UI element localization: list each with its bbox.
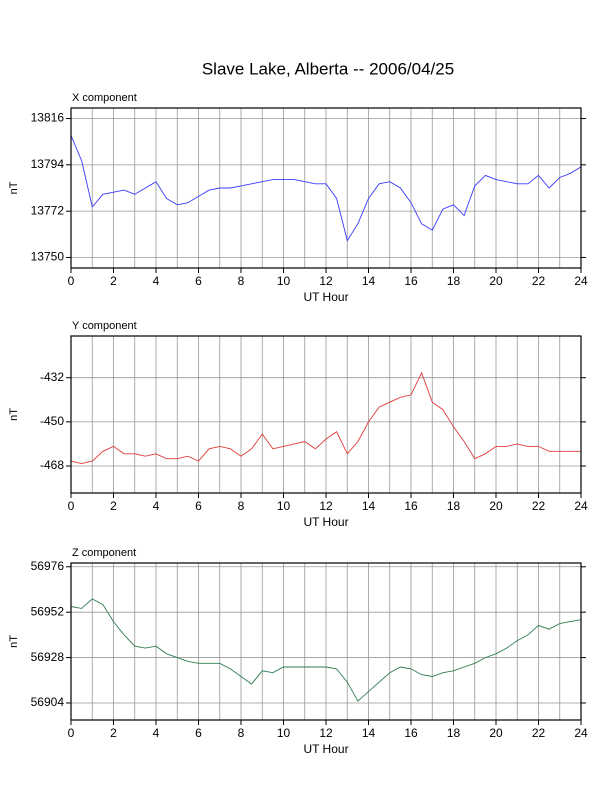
plot-frame [70,335,582,494]
x-tick-label: 2 [110,499,117,513]
y-tick-label: 56928 [31,650,65,664]
x-axis-label: UT Hour [303,515,348,529]
x-tick-label: 0 [68,274,75,288]
x-tick-label: 8 [238,726,245,740]
plot-frame [70,562,582,721]
y-axis-label: nT [8,181,20,194]
y-axis-label: nT [8,408,20,421]
x-axis-label: UT Hour [303,290,348,304]
x-tick-label: 14 [362,499,376,513]
y-tick-label: -450 [40,414,64,428]
x-tick-label: 10 [277,499,291,513]
y-tick-label: -468 [40,458,64,472]
x-tick-label: 16 [404,726,418,740]
x-tick-label: 14 [362,726,376,740]
x-tick-label: 24 [574,726,588,740]
y-axis-label: nT [8,635,20,648]
x-tick-label: 24 [574,274,588,288]
x-tick-label: 22 [532,274,546,288]
x-tick-label: 14 [362,274,376,288]
x-tick-label: 2 [110,726,117,740]
y-tick-label: 13750 [31,250,65,264]
x-tick-label: 16 [404,274,418,288]
panel-title: Z component [72,547,136,559]
x-tick-label: 16 [404,499,418,513]
x-tick-label: 22 [532,726,546,740]
x-tick-label: 24 [574,499,588,513]
x-tick-label: 20 [489,499,503,513]
panel-title: X component [72,92,137,104]
x-tick-label: 6 [195,726,202,740]
x-tick-label: 22 [532,499,546,513]
x-tick-label: 18 [447,499,461,513]
x-tick-label: 4 [153,274,160,288]
y-tick-label: 56976 [31,559,65,573]
panel-title: Y component [72,320,137,332]
x-tick-label: 8 [238,274,245,288]
y-tick-label: 56904 [31,695,65,709]
y-tick-label: -432 [40,370,64,384]
x-tick-label: 6 [195,499,202,513]
x-tick-label: 4 [153,726,160,740]
y-tick-label: 13794 [31,157,65,171]
x-tick-label: 8 [238,499,245,513]
x-tick-label: 0 [68,499,75,513]
data-line [70,371,581,465]
y-tick-label: 56952 [31,604,65,618]
x-tick-label: 20 [489,274,503,288]
x-tick-label: 4 [153,499,160,513]
x-tick-label: 18 [447,726,461,740]
data-line [70,135,582,242]
page-title: Slave Lake, Alberta -- 2006/04/25 [202,59,454,78]
x-tick-label: 18 [447,274,461,288]
x-tick-label: 12 [319,274,333,288]
x-axis-label: UT Hour [303,742,348,756]
x-tick-label: 10 [277,726,291,740]
x-tick-label: 6 [195,274,202,288]
x-tick-label: 12 [319,499,333,513]
x-tick-label: 12 [319,726,333,740]
x-tick-label: 2 [110,274,117,288]
x-tick-label: 0 [68,726,75,740]
y-tick-label: 13816 [31,111,65,125]
plot-frame [70,107,582,269]
data-line [70,598,582,702]
y-tick-label: 13772 [31,203,65,217]
x-tick-label: 20 [489,726,503,740]
x-tick-label: 10 [277,274,291,288]
